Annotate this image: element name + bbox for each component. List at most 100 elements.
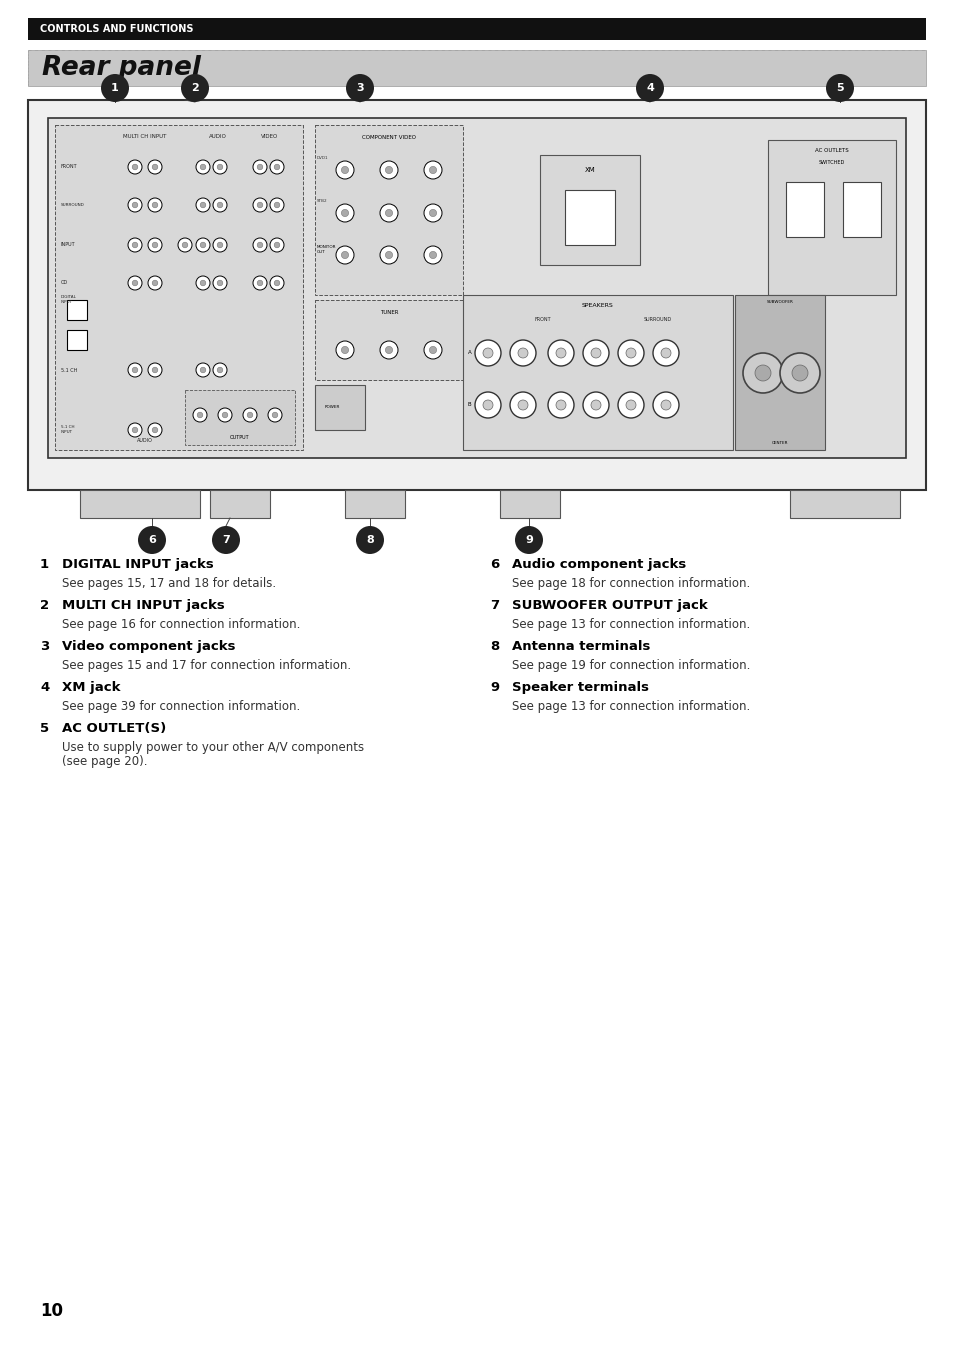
Bar (210, 489, 270, 518)
Bar (807, 192, 812, 210)
Circle shape (213, 238, 227, 251)
Text: A: A (468, 350, 471, 356)
Text: 5.1 CH
INPUT: 5.1 CH INPUT (61, 425, 74, 434)
Bar (539, 155, 639, 265)
Circle shape (152, 280, 157, 285)
Circle shape (423, 341, 441, 360)
Circle shape (148, 160, 162, 174)
Circle shape (482, 400, 493, 410)
Bar (345, 489, 405, 518)
Circle shape (257, 203, 262, 208)
Circle shape (547, 339, 574, 366)
Text: 5: 5 (836, 82, 842, 93)
Circle shape (385, 346, 393, 354)
Text: See page 19 for connection information.: See page 19 for connection information. (512, 658, 750, 672)
Bar (314, 124, 462, 295)
Circle shape (272, 412, 277, 418)
Text: AC OUTLET(S): AC OUTLET(S) (62, 722, 166, 735)
Circle shape (379, 341, 397, 360)
Circle shape (335, 341, 354, 360)
Circle shape (429, 346, 436, 354)
Text: (see page 20).: (see page 20). (62, 754, 148, 768)
Circle shape (181, 74, 209, 101)
Circle shape (618, 392, 643, 418)
Circle shape (346, 74, 374, 101)
Text: See pages 15, 17 and 18 for details.: See pages 15, 17 and 18 for details. (62, 577, 275, 589)
Text: INPUT: INPUT (61, 242, 75, 247)
Circle shape (556, 400, 565, 410)
Bar (314, 385, 365, 430)
Circle shape (825, 74, 853, 101)
Circle shape (791, 365, 807, 381)
Circle shape (148, 238, 162, 251)
Circle shape (379, 204, 397, 222)
Bar (499, 489, 559, 518)
Circle shape (195, 362, 210, 377)
Circle shape (429, 166, 436, 173)
Circle shape (148, 423, 162, 437)
Circle shape (195, 238, 210, 251)
Circle shape (274, 242, 279, 247)
Circle shape (217, 242, 223, 247)
Circle shape (197, 412, 203, 418)
Text: FRONT: FRONT (534, 316, 551, 322)
Text: B: B (468, 403, 471, 407)
Circle shape (138, 526, 166, 554)
Text: SWITCHED: SWITCHED (818, 160, 844, 165)
Circle shape (517, 347, 527, 358)
Text: 9: 9 (524, 535, 533, 545)
Circle shape (475, 339, 500, 366)
Text: MULTI CH INPUT jacks: MULTI CH INPUT jacks (62, 599, 225, 612)
Circle shape (270, 197, 284, 212)
Circle shape (274, 164, 279, 170)
Circle shape (193, 408, 207, 422)
Circle shape (213, 160, 227, 174)
Circle shape (212, 526, 240, 554)
Circle shape (217, 164, 223, 170)
Circle shape (148, 362, 162, 377)
Text: 5: 5 (40, 722, 49, 735)
Bar (28, 100, 925, 489)
Circle shape (582, 339, 608, 366)
Text: STB2: STB2 (316, 199, 327, 203)
Circle shape (152, 368, 157, 373)
Circle shape (652, 339, 679, 366)
Circle shape (335, 161, 354, 178)
Circle shape (270, 160, 284, 174)
Text: See page 13 for connection information.: See page 13 for connection information. (512, 618, 749, 631)
Circle shape (385, 251, 393, 258)
Circle shape (636, 74, 663, 101)
Circle shape (385, 166, 393, 173)
Text: MULTI CH INPUT: MULTI CH INPUT (123, 134, 167, 139)
Circle shape (742, 353, 782, 393)
Circle shape (243, 408, 256, 422)
Circle shape (547, 392, 574, 418)
Text: 4: 4 (40, 681, 50, 694)
Circle shape (335, 204, 354, 222)
Circle shape (341, 166, 348, 173)
Text: 6: 6 (490, 558, 498, 571)
Text: 8: 8 (366, 535, 374, 545)
Circle shape (213, 362, 227, 377)
Circle shape (270, 276, 284, 289)
Bar (28, 50, 925, 87)
Circle shape (200, 242, 206, 247)
Circle shape (423, 246, 441, 264)
Text: TUNER: TUNER (379, 310, 397, 315)
Text: DIGITAL INPUT jacks: DIGITAL INPUT jacks (62, 558, 213, 571)
Text: MONITOR
OUT: MONITOR OUT (316, 245, 336, 254)
Circle shape (270, 238, 284, 251)
Text: CD: CD (61, 280, 68, 285)
Text: See page 13 for connection information.: See page 13 for connection information. (512, 700, 749, 713)
Circle shape (423, 161, 441, 178)
Circle shape (652, 392, 679, 418)
Circle shape (253, 160, 267, 174)
Bar (314, 300, 462, 380)
Circle shape (257, 242, 262, 247)
Text: DIGITAL
INPUT: DIGITAL INPUT (61, 295, 77, 304)
Circle shape (341, 210, 348, 216)
Bar (67, 330, 87, 350)
Circle shape (510, 392, 536, 418)
Circle shape (132, 280, 137, 285)
Text: Audio component jacks: Audio component jacks (512, 558, 685, 571)
